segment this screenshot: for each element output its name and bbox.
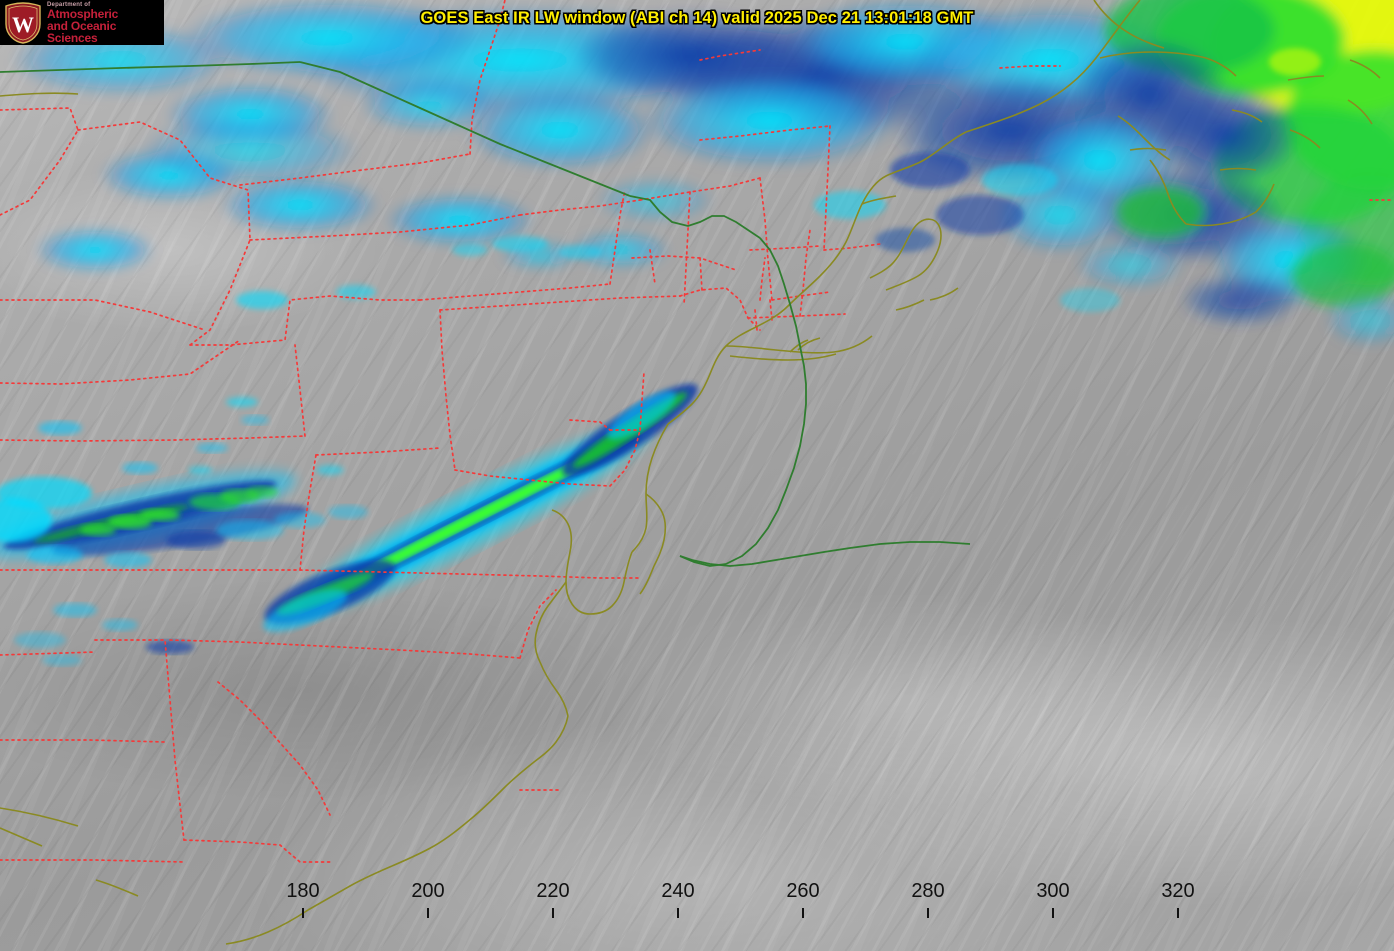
colorbar-tick-mark (677, 908, 679, 918)
international-border (0, 61, 971, 567)
colorbar-tick-mark (552, 908, 554, 918)
state-borders (0, 0, 1393, 863)
atlantic-canada-storm (995, 0, 1394, 346)
band-southwest-tail (263, 559, 396, 632)
colorbar-tick-mark (802, 908, 804, 918)
colorbar-tick-mark (1052, 908, 1054, 918)
colorbar-tick-label: 180 (286, 880, 320, 902)
logo-line-1: Atmospheric (47, 6, 119, 21)
colorbar-tick-mark (1177, 908, 1179, 918)
uw-crest-icon: W (5, 1, 41, 44)
colorbar-tick-label: 240 (661, 880, 695, 902)
colorbar-legend: 180 200 220 240 260 280 300 320 (0, 880, 1394, 951)
svg-text:W: W (12, 12, 34, 37)
colorbar-tick-label: 200 (411, 880, 445, 902)
logo-line-2: and Oceanic Sciences (47, 18, 117, 45)
ohio-valley-cloud-streets (0, 415, 368, 666)
uw-aos-logo: W Department of Atmospheric and Oceanic … (0, 0, 164, 45)
colorbar-tick-label: 280 (911, 880, 945, 902)
scattered-cold-cells (188, 48, 1321, 475)
colorbar-tick-label: 260 (786, 880, 820, 902)
colorbar-tick-label: 320 (1161, 880, 1195, 902)
colorbar-tick-label: 300 (1036, 880, 1070, 902)
colorbar-tick-mark (927, 908, 929, 918)
colorbar-tick-mark (427, 908, 429, 918)
colorbar-tick-mark (302, 908, 304, 918)
colorbar-tick-label: 220 (536, 880, 570, 902)
logo-department-line: Department of (47, 1, 91, 8)
colorbar-tick-labels: 180 200 220 240 260 280 300 320 (0, 880, 1394, 918)
